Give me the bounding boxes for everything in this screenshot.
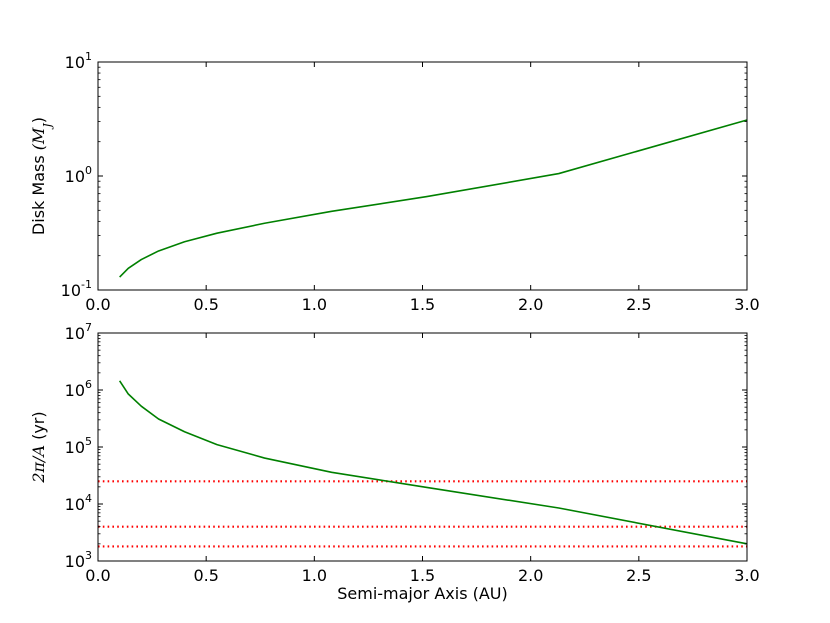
timescale-x-ticks: 0.0 0.5 1.0 1.5 2.0 2.5 3.0 [85,333,760,585]
x-tick-label: 3.0 [734,566,759,585]
y-label-close: (yr) [29,411,48,445]
x-tick-label: 0.0 [85,295,110,314]
y-label-prefix: Disk Mass [29,150,48,235]
x-tick-label: 0.5 [193,566,218,585]
disk-mass-plot-area [119,119,748,278]
timescale-panel: 0.0 0.5 1.0 1.5 2.0 2.5 3.0 103 104 105 106 107 2π… [29,321,760,603]
x-tick-label: 3.0 [734,295,759,314]
y-tick-label: 104 [65,492,92,514]
x-tick-label: 1.5 [410,295,435,314]
y-tick-label: 100 [65,164,92,186]
y-label-math: (M [29,127,48,150]
y-label-close: ) [29,117,48,123]
y-label-math: 2π/A [29,445,48,484]
x-tick-label: 2.0 [518,295,543,314]
y-tick-label: 107 [65,321,92,343]
x-tick-label: 2.0 [518,566,543,585]
timescale-plot-area [98,380,748,548]
x-tick-label: 1.5 [410,566,435,585]
y-tick-label: 106 [65,378,92,400]
timescale-y-ticks: 103 104 105 106 107 [65,321,747,571]
y-label-subscript: J [41,123,54,130]
x-tick-label: 2.5 [626,295,651,314]
disk-mass-y-axis-label: Disk Mass (MJ) [29,117,54,235]
disk-mass-panel: 0.0 0.5 1.0 1.5 2.0 2.5 3.0 10-1 100 101 Disk Ma… [29,50,760,314]
series-line-1 [118,380,748,545]
y-tick-label: 105 [65,435,92,457]
timescale-y-axis-label: 2π/A (yr) [29,411,48,483]
disk-mass-x-ticks: 0.0 0.5 1.0 1.5 2.0 2.5 3.0 [85,62,760,314]
x-tick-label: 1.0 [302,566,327,585]
x-tick-label: 0.0 [85,566,110,585]
y-tick-label: 103 [65,549,92,571]
x-tick-label: 1.0 [302,295,327,314]
disk-mass-axes-frame [97,61,748,291]
y-tick-label: 101 [65,50,92,72]
series-line-1 [119,119,748,278]
x-axis-label: Semi-major Axis (AU) [337,584,508,603]
x-tick-label: 2.5 [626,566,651,585]
disk-mass-y-ticks: 10-1 100 101 [61,50,747,300]
y-tick-label: 10-1 [61,278,92,300]
x-tick-label: 0.5 [193,295,218,314]
